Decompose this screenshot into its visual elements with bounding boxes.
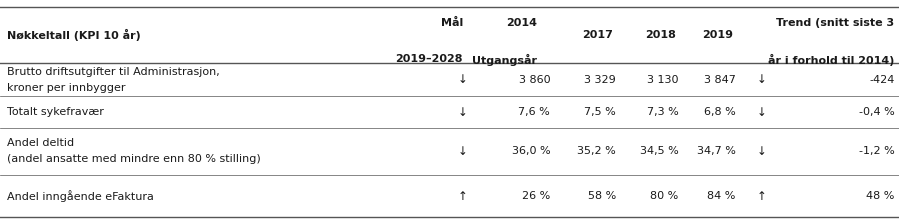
Text: Utgangsår: Utgangsår [472,54,537,66]
Text: 3 860: 3 860 [519,75,550,84]
Text: 80 %: 80 % [651,191,679,201]
Text: ↓: ↓ [757,73,766,86]
Text: år i forhold til 2014): år i forhold til 2014) [768,54,895,66]
Text: Nøkkeltall (KPI 10 år): Nøkkeltall (KPI 10 år) [7,29,141,41]
Text: -0,4 %: -0,4 % [859,107,895,117]
Text: 2019: 2019 [702,30,733,40]
Text: Trend (snitt siste 3: Trend (snitt siste 3 [777,18,895,28]
Text: 3 847: 3 847 [704,75,735,84]
Text: 2017: 2017 [583,30,613,40]
Text: Andel inngående eFaktura: Andel inngående eFaktura [7,190,154,202]
Text: (andel ansatte med mindre enn 80 % stilling): (andel ansatte med mindre enn 80 % still… [7,154,261,164]
Text: 34,7 %: 34,7 % [697,146,735,156]
Text: -424: -424 [869,75,895,84]
Text: kroner per innbygger: kroner per innbygger [7,82,126,93]
Text: -1,2 %: -1,2 % [859,146,895,156]
Text: ↓: ↓ [458,73,467,86]
Text: 7,6 %: 7,6 % [519,107,550,117]
Text: 84 %: 84 % [707,191,735,201]
Text: 3 130: 3 130 [647,75,679,84]
Text: Totalt sykefravær: Totalt sykefravær [7,107,104,117]
Text: 36,0 %: 36,0 % [512,146,550,156]
Text: ↓: ↓ [757,106,766,118]
Text: 58 %: 58 % [588,191,616,201]
Text: Andel deltid: Andel deltid [7,138,75,148]
Text: ↑: ↑ [458,190,467,202]
Text: 2018: 2018 [645,30,676,40]
Text: 7,5 %: 7,5 % [584,107,616,117]
Text: 6,8 %: 6,8 % [704,107,735,117]
Text: Mål: Mål [441,18,463,28]
Text: ↓: ↓ [458,106,467,118]
Text: ↑: ↑ [757,190,766,202]
Text: 3 329: 3 329 [584,75,616,84]
Text: 7,3 %: 7,3 % [647,107,679,117]
Text: ↓: ↓ [458,145,467,158]
Text: Brutto driftsutgifter til Administrasjon,: Brutto driftsutgifter til Administrasjon… [7,67,220,77]
Text: 35,2 %: 35,2 % [577,146,616,156]
Text: ↓: ↓ [757,145,766,158]
Text: 34,5 %: 34,5 % [640,146,679,156]
Text: 26 %: 26 % [522,191,550,201]
Text: 2019–2028: 2019–2028 [396,54,463,64]
Text: 48 %: 48 % [866,191,895,201]
Text: 2014: 2014 [506,18,537,28]
